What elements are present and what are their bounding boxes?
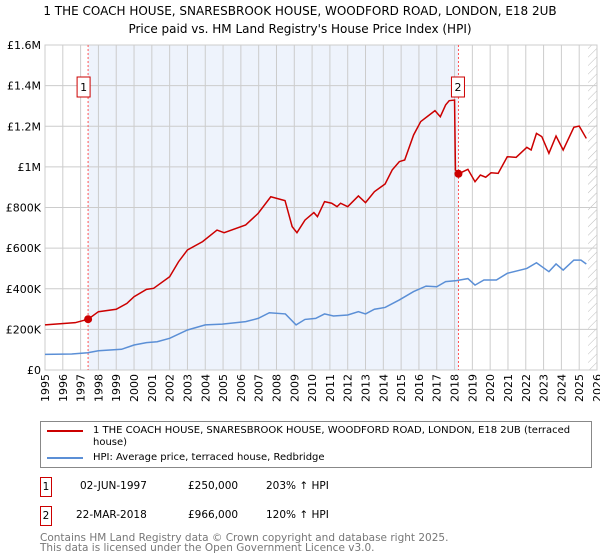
x-tick-label: 1997 <box>75 374 88 402</box>
transaction-badge: 2 <box>40 506 52 526</box>
sale-point <box>454 169 463 178</box>
sale-label-box <box>76 76 91 98</box>
sale-label: 2 <box>454 81 461 94</box>
x-tick-label: 2026 <box>591 374 600 402</box>
chart-subtitle: Price paid vs. HM Land Registry's House … <box>128 22 472 36</box>
x-tick-label: 2012 <box>342 374 355 402</box>
legend: 1 THE COACH HOUSE, SNARESBROOK HOUSE, WO… <box>40 421 592 468</box>
x-tick-label: 2002 <box>164 374 177 402</box>
x-tick-label: 2022 <box>520 374 533 402</box>
x-tick-label: 2011 <box>324 374 337 402</box>
plot-border <box>44 44 598 371</box>
x-tick-label: 2001 <box>146 374 159 402</box>
legend-label-property: 1 THE COACH HOUSE, SNARESBROOK HOUSE, WO… <box>93 425 571 448</box>
x-tick-label: 2009 <box>288 374 301 402</box>
transaction-price: £250,000 <box>188 480 239 492</box>
x-tick-label: 2018 <box>449 374 462 402</box>
price-chart: 1995 1996 1997 1998 1999 2000 2001 2002 2003 2004… <box>6 39 600 402</box>
y-tick-label: £1.2M <box>7 120 41 133</box>
x-tick-label: 2007 <box>253 374 266 402</box>
y-tick-label: £400K <box>6 283 42 296</box>
legend-item-hpi: HPI: Average price, terraced house, Redb… <box>47 452 585 464</box>
x-tick-label: 2013 <box>360 374 373 402</box>
x-tick-label: 2025 <box>573 374 586 402</box>
x-tick-label: 2005 <box>217 374 230 402</box>
footer-licence: This data is licensed under the Open Gov… <box>40 542 375 554</box>
y-tick-label: £0 <box>27 364 41 377</box>
legend-label-hpi: HPI: Average price, terraced house, Redb… <box>93 452 325 463</box>
sale-point <box>84 315 93 324</box>
x-tick-label: 2008 <box>270 374 283 402</box>
x-tick-label: 1998 <box>92 374 105 402</box>
x-tick-label: 2006 <box>235 374 248 402</box>
x-tick-label: 1995 <box>39 374 52 402</box>
transaction-date: 02-JUN-1997 <box>80 480 147 492</box>
x-tick-label: 2021 <box>502 374 515 402</box>
sale-label-box <box>450 76 465 98</box>
hpi-line <box>44 259 587 356</box>
sale-label: 1 <box>80 81 87 94</box>
x-tick-label: 2017 <box>431 374 444 402</box>
x-tick-label: 2004 <box>199 374 212 402</box>
y-tick-label: £800K <box>6 202 42 215</box>
transaction-price: £966,000 <box>188 509 239 521</box>
y-tick-label: £1.4M <box>7 80 41 93</box>
footer-copyright: Contains HM Land Registry data © Crown c… <box>40 532 449 544</box>
x-tick-label: 2016 <box>413 374 426 402</box>
x-tick-label: 2015 <box>395 374 408 402</box>
y-tick-label: £600K <box>6 242 42 255</box>
property-price-line <box>44 99 587 326</box>
y-tick-label: £1M <box>18 161 42 174</box>
x-tick-label: 2010 <box>306 374 319 402</box>
transaction-hpi: 120% ↑ HPI <box>266 509 329 521</box>
x-tick-label: 2019 <box>466 374 479 402</box>
x-tick-label: 1999 <box>110 374 123 402</box>
x-tick-label: 2020 <box>484 374 497 402</box>
transaction-hpi: 203% ↑ HPI <box>266 480 329 492</box>
x-tick-label: 2000 <box>128 374 141 402</box>
legend-swatch-red <box>47 430 83 432</box>
legend-item-property: 1 THE COACH HOUSE, SNARESBROOK HOUSE, WO… <box>47 425 585 449</box>
legend-swatch-blue <box>47 457 83 459</box>
y-tick-label: £200K <box>6 323 42 336</box>
transaction-date: 22-MAR-2018 <box>76 509 147 521</box>
transaction-badge: 1 <box>40 477 52 497</box>
chart-title: 1 THE COACH HOUSE, SNARESBROOK HOUSE, WO… <box>43 4 557 18</box>
x-tick-label: 2024 <box>555 374 568 402</box>
x-tick-label: 2014 <box>377 374 390 402</box>
x-tick-label: 2023 <box>538 374 551 402</box>
y-tick-label: £1.6M <box>7 39 41 52</box>
x-tick-label: 1996 <box>57 374 70 402</box>
x-tick-label: 2003 <box>181 374 194 402</box>
